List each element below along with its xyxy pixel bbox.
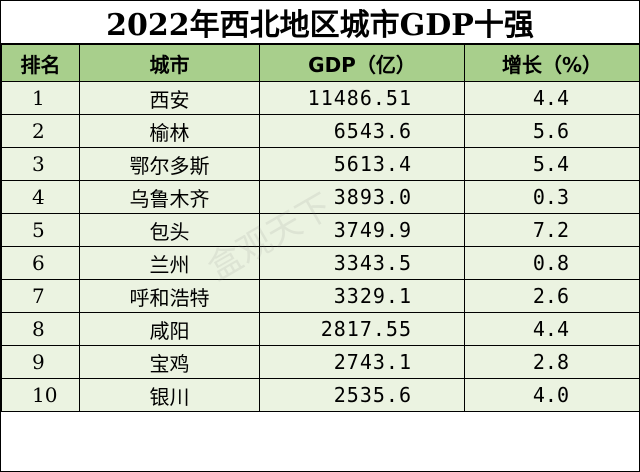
growth-cell: 4.0 bbox=[464, 378, 640, 412]
table-row: 6 兰州 3343.5 0.8 bbox=[1, 246, 640, 280]
table-body: 1 西安 11486.51 4.4 2 榆林 6543.6 5.6 3 鄂尔多斯 5613.4 5.4… bbox=[1, 81, 640, 412]
table-row: 3 鄂尔多斯 5613.4 5.4 bbox=[1, 147, 640, 181]
gdp-cell: 2743.1 bbox=[259, 345, 465, 379]
table-row: 1 西安 11486.51 4.4 bbox=[1, 81, 640, 115]
gdp-cell: 2535.6 bbox=[259, 378, 465, 412]
table-row: 2 榆林 6543.6 5.6 bbox=[1, 114, 640, 148]
rank-cell: 8 bbox=[1, 312, 80, 346]
gdp-table: 排名 城市 GDP（亿） 增长（%） 1 西安 11486.51 4.4 2 榆林 6543… bbox=[1, 44, 640, 412]
city-cell: 包头 bbox=[79, 213, 260, 247]
table-row: 8 咸阳 2817.55 4.4 bbox=[1, 312, 640, 346]
city-cell: 呼和浩特 bbox=[79, 279, 260, 313]
city-cell: 鄂尔多斯 bbox=[79, 147, 260, 181]
growth-cell: 4.4 bbox=[464, 81, 640, 115]
gdp-cell: 5613.4 bbox=[259, 147, 465, 181]
growth-cell: 0.3 bbox=[464, 180, 640, 214]
growth-cell: 0.8 bbox=[464, 246, 640, 280]
header-row: 排名 城市 GDP（亿） 增长（%） bbox=[1, 44, 640, 82]
growth-cell: 5.4 bbox=[464, 147, 640, 181]
rank-cell: 9 bbox=[1, 345, 80, 379]
rank-cell: 1 bbox=[1, 81, 80, 115]
city-cell: 宝鸡 bbox=[79, 345, 260, 379]
city-cell: 银川 bbox=[79, 378, 260, 412]
table-row: 5 包头 3749.9 7.2 bbox=[1, 213, 640, 247]
header-city: 城市 bbox=[79, 44, 260, 82]
gdp-cell: 3749.9 bbox=[259, 213, 465, 247]
city-cell: 乌鲁木齐 bbox=[79, 180, 260, 214]
table-row: 4 乌鲁木齐 3893.0 0.3 bbox=[1, 180, 640, 214]
rank-cell: 5 bbox=[1, 213, 80, 247]
growth-cell: 2.6 bbox=[464, 279, 640, 313]
header-rank: 排名 bbox=[1, 44, 80, 82]
growth-cell: 5.6 bbox=[464, 114, 640, 148]
table-row: 7 呼和浩特 3329.1 2.6 bbox=[1, 279, 640, 313]
rank-cell: 10 bbox=[1, 378, 80, 412]
gdp-cell: 3329.1 bbox=[259, 279, 465, 313]
table-row: 9 宝鸡 2743.1 2.8 bbox=[1, 345, 640, 379]
page-title: 2022年西北地区城市GDP十强 bbox=[1, 1, 639, 44]
header-growth: 增长（%） bbox=[464, 44, 640, 82]
growth-cell: 4.4 bbox=[464, 312, 640, 346]
city-cell: 西安 bbox=[79, 81, 260, 115]
header-gdp: GDP（亿） bbox=[259, 44, 465, 82]
gdp-cell: 6543.6 bbox=[259, 114, 465, 148]
gdp-cell: 3893.0 bbox=[259, 180, 465, 214]
gdp-cell: 3343.5 bbox=[259, 246, 465, 280]
rank-cell: 3 bbox=[1, 147, 80, 181]
gdp-cell: 11486.51 bbox=[259, 81, 465, 115]
rank-cell: 7 bbox=[1, 279, 80, 313]
growth-cell: 7.2 bbox=[464, 213, 640, 247]
rank-cell: 4 bbox=[1, 180, 80, 214]
city-cell: 榆林 bbox=[79, 114, 260, 148]
city-cell: 咸阳 bbox=[79, 312, 260, 346]
rank-cell: 2 bbox=[1, 114, 80, 148]
gdp-cell: 2817.55 bbox=[259, 312, 465, 346]
rank-cell: 6 bbox=[1, 246, 80, 280]
table-row: 10 银川 2535.6 4.0 bbox=[1, 378, 640, 412]
city-cell: 兰州 bbox=[79, 246, 260, 280]
growth-cell: 2.8 bbox=[464, 345, 640, 379]
